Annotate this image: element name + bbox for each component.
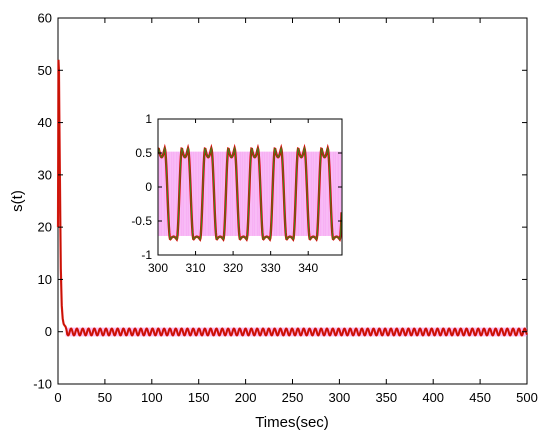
x-axis-label: Times(sec) bbox=[255, 414, 329, 431]
main-x-ticks: 0 50 100 150 200 250 300 350 400 450 500 bbox=[54, 18, 538, 405]
x-tick-label: 250 bbox=[282, 390, 304, 405]
y-tick-label: 10 bbox=[38, 272, 52, 287]
main-plot: 0 50 100 150 200 250 300 350 400 450 500 -10010203… bbox=[9, 11, 538, 432]
x-tick-label: 500 bbox=[516, 390, 538, 405]
inset-x-tick-label: 330 bbox=[261, 261, 281, 275]
x-tick-label: 200 bbox=[235, 390, 257, 405]
x-tick-label: 0 bbox=[54, 390, 61, 405]
series-line-red bbox=[56, 59, 529, 337]
inset-x-tick-label: 320 bbox=[223, 261, 243, 275]
x-tick-label: 400 bbox=[422, 390, 444, 405]
inset-y-tick-label: -0.5 bbox=[131, 214, 152, 228]
inset-x-tick-label: 310 bbox=[186, 261, 206, 275]
y-tick-label: 20 bbox=[38, 220, 52, 235]
y-tick-label: 50 bbox=[38, 63, 52, 78]
main-series-lines bbox=[56, 59, 529, 337]
x-tick-label: 300 bbox=[329, 390, 351, 405]
x-tick-label: 100 bbox=[141, 390, 163, 405]
inset-plot: 300 310 320 330 340 -1 -0.5 0 0.5 1 bbox=[131, 112, 343, 275]
y-tick-label: 60 bbox=[38, 11, 52, 26]
x-tick-label: 50 bbox=[98, 390, 112, 405]
inset-x-tick-label: 300 bbox=[148, 261, 168, 275]
y-tick-label: -10 bbox=[33, 377, 52, 392]
inset-y-tick-label: 0 bbox=[145, 180, 152, 194]
inset-y-ticks: -1 -0.5 0 0.5 1 bbox=[131, 112, 342, 262]
inset-y-tick-label: 1 bbox=[145, 112, 152, 126]
inset-y-tick-label: 0.5 bbox=[135, 146, 152, 160]
inset-x-ticks: 300 310 320 330 340 bbox=[148, 119, 319, 275]
x-tick-label: 350 bbox=[375, 390, 397, 405]
y-tick-label: 30 bbox=[38, 167, 52, 182]
y-tick-label: 0 bbox=[45, 324, 52, 339]
inset-traces bbox=[158, 143, 342, 242]
x-tick-label: 450 bbox=[469, 390, 491, 405]
y-axis-label: s(t) bbox=[9, 190, 26, 212]
inset-series-line-green bbox=[158, 146, 342, 241]
inset-y-tick-label: -1 bbox=[141, 248, 152, 262]
inset-x-tick-label: 340 bbox=[298, 261, 318, 275]
x-tick-label: 150 bbox=[188, 390, 210, 405]
y-tick-label: 40 bbox=[38, 115, 52, 130]
